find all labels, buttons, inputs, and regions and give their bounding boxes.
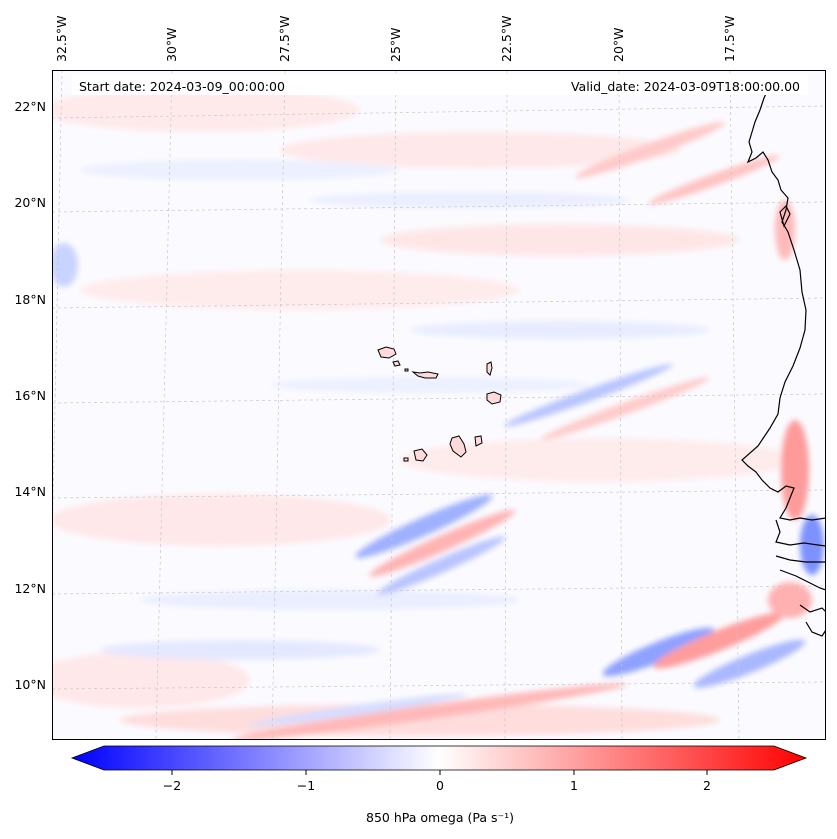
- island-maio: [474, 435, 483, 447]
- lon-label-32-5w: 32.5°W: [54, 16, 69, 62]
- lon-label-25w: 25°W: [388, 27, 403, 62]
- longitude-labels: 32.5°W 30°W 27.5°W 25°W 22.5°W 20°W 17.5…: [54, 16, 737, 62]
- island-sao-vicente: [392, 360, 401, 367]
- island-santo-antao: [377, 346, 397, 359]
- gridlines: [52, 70, 826, 740]
- island-sal: [486, 361, 493, 376]
- lon-label-30w: 30°W: [164, 27, 179, 62]
- colorbar-tick-minus2: −2: [163, 778, 181, 793]
- colorbar-label: 850 hPa omega (Pa s⁻¹): [366, 810, 514, 825]
- lon-label-27-5w: 27.5°W: [277, 16, 292, 62]
- island-sao-nicolau: [411, 371, 439, 379]
- colorbar-tick-minus1: −1: [297, 778, 315, 793]
- lat-label-14n: 14°N: [14, 484, 46, 499]
- island-boa-vista: [486, 391, 502, 405]
- cape-verde-islands: [377, 346, 502, 462]
- colorbar-tick-0: 0: [436, 778, 444, 793]
- island-santiago: [449, 435, 467, 458]
- colorbar-tick-1: 1: [570, 778, 578, 793]
- colorbar-body: [70, 745, 808, 771]
- date-info-bar: [72, 75, 808, 95]
- lon-label-20w: 20°W: [611, 27, 626, 62]
- lat-label-18n: 18°N: [14, 292, 46, 307]
- lat-label-10n: 10°N: [14, 677, 46, 692]
- colorbar: −2 −1 0 1 2 850 hPa omega (Pa s⁻¹): [70, 745, 808, 825]
- latitude-labels: 22°N 20°N 18°N 16°N 14°N 12°N 10°N: [14, 99, 46, 692]
- colorbar-tick-2: 2: [703, 778, 711, 793]
- map-frame: [52, 70, 826, 740]
- lat-label-12n: 12°N: [14, 581, 46, 596]
- lon-label-22-5w: 22.5°W: [499, 16, 514, 62]
- lat-label-16n: 16°N: [14, 388, 46, 403]
- island-fogo: [413, 448, 428, 462]
- valid-date-label: Valid_date: 2024-03-09T18:00:00.00: [571, 79, 800, 94]
- lat-label-22n: 22°N: [14, 99, 46, 114]
- start-date-label: Start date: 2024-03-09_00:00:00: [79, 79, 285, 94]
- lat-label-20n: 20°N: [14, 195, 46, 210]
- omega-field: [52, 88, 824, 740]
- island-santa-luzia: [404, 368, 409, 372]
- africa-coastline: [741, 84, 826, 637]
- island-brava: [403, 457, 409, 462]
- lon-label-17-5w: 17.5°W: [722, 16, 737, 62]
- map-panel[interactable]: Start date: 2024-03-09_00:00:00 Valid_da…: [30, 70, 826, 747]
